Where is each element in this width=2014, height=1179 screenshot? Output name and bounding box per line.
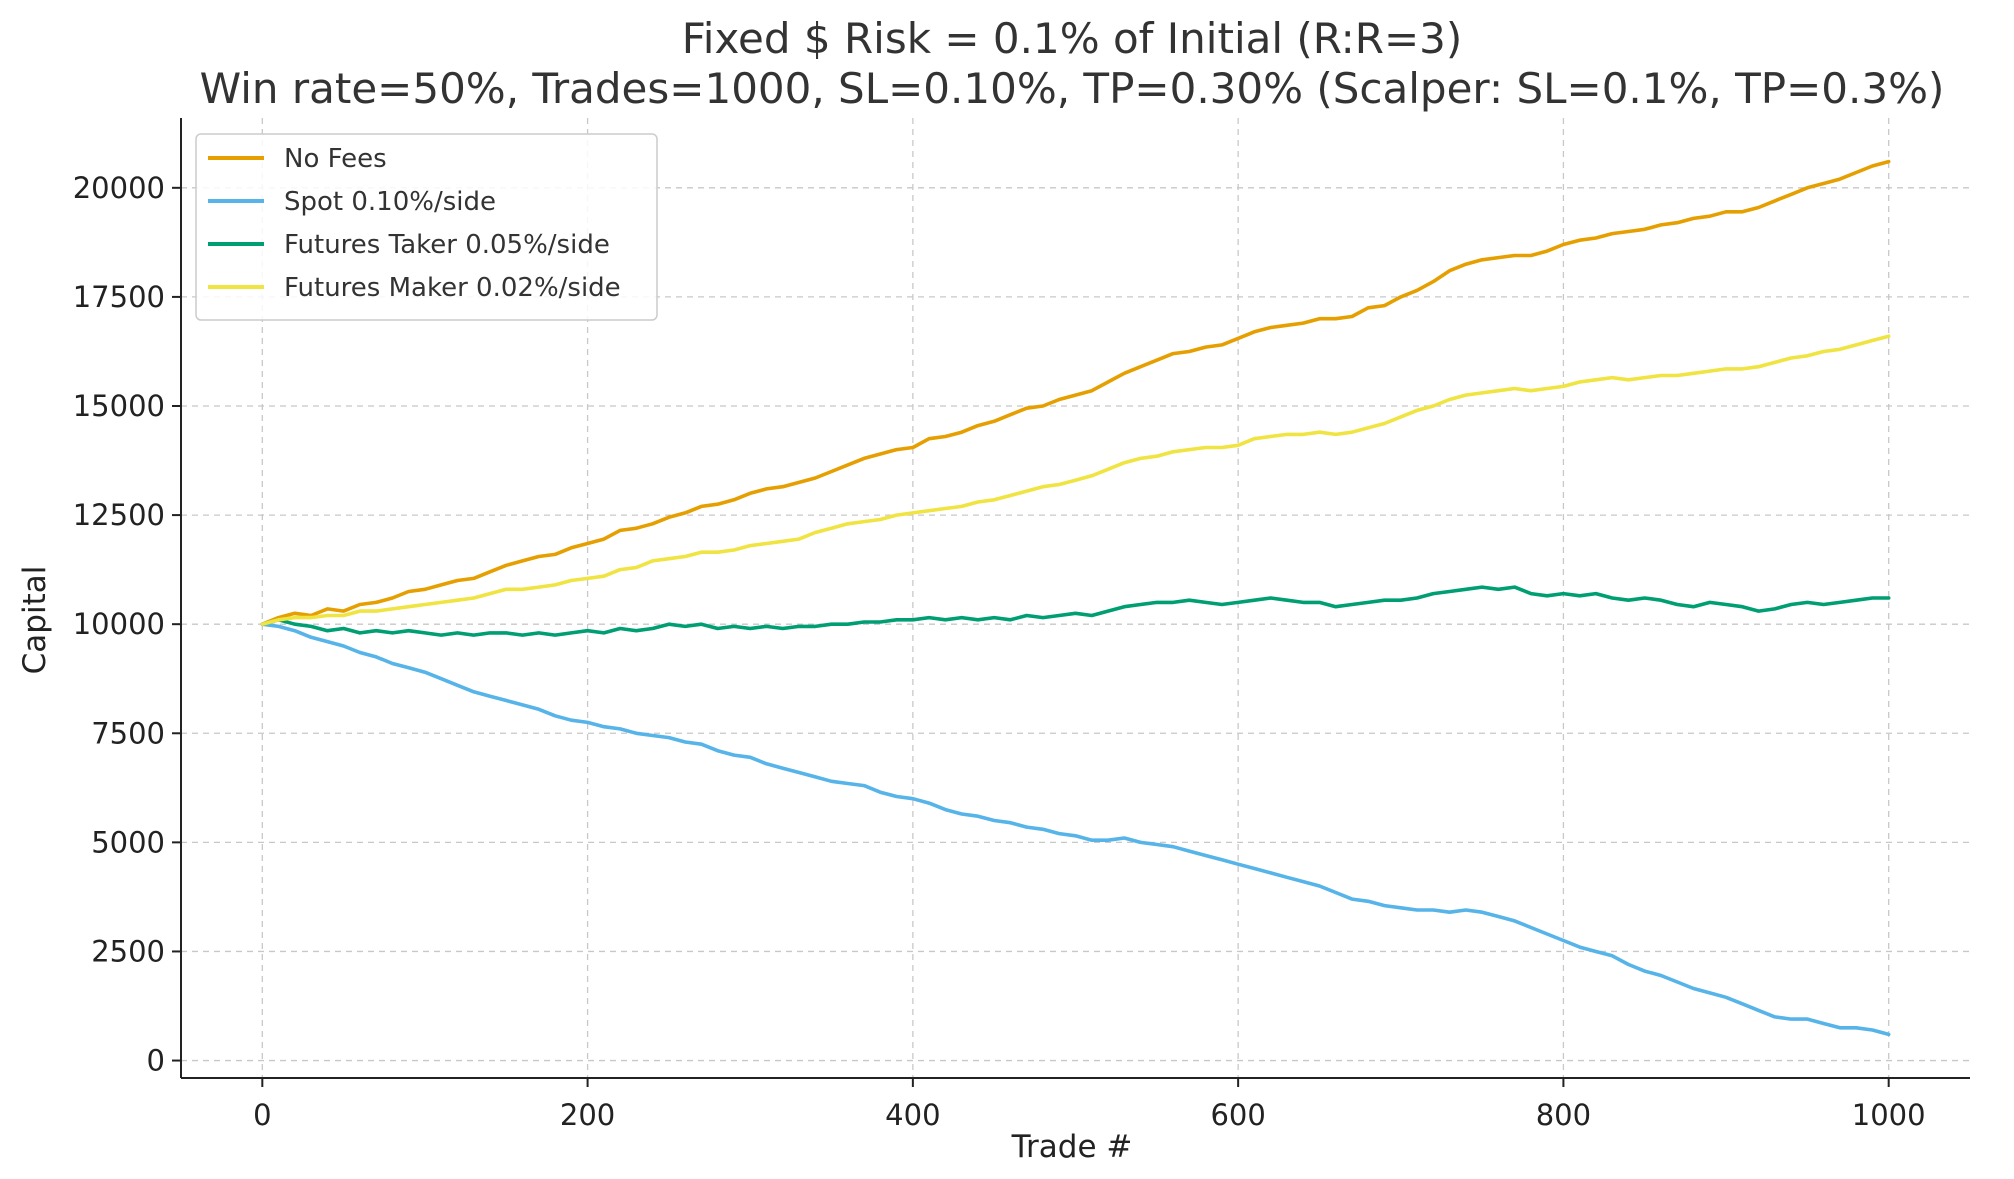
y-tick-label: 0 — [147, 1044, 165, 1078]
y-tick-label: 2500 — [91, 934, 165, 968]
x-tick-label: 600 — [1210, 1098, 1265, 1132]
legend: No Fees Spot 0.10%/side Futures Taker 0.05… — [195, 133, 658, 321]
x-tick-label: 800 — [1536, 1098, 1591, 1132]
x-tick-label: 400 — [885, 1098, 940, 1132]
legend-label: Spot 0.10%/side — [284, 187, 496, 217]
x-tick-label: 200 — [560, 1098, 615, 1132]
series-line-no-fees — [260, 159, 1891, 626]
y-tick-label: 10000 — [73, 607, 165, 641]
y-tick-label: 5000 — [91, 825, 165, 859]
y-tick-label: 17500 — [73, 280, 165, 314]
legend-label: No Fees — [284, 144, 387, 174]
x-tick-label: 0 — [253, 1098, 271, 1132]
axes — [180, 118, 1970, 1079]
x-tick-label: 1000 — [1852, 1098, 1926, 1132]
series-line-spot-0-10-side — [260, 622, 1891, 1037]
series-line-futures-taker-0-05-side — [260, 585, 1891, 637]
series-line-futures-maker-0-02-side — [260, 334, 1891, 626]
x-axis-label: Trade # — [1011, 1129, 1133, 1165]
legend-label: Futures Maker 0.02%/side — [284, 273, 621, 303]
series-layer — [260, 159, 1891, 1037]
y-tick-label: 15000 — [73, 389, 165, 423]
y-axis-label: Capital — [17, 566, 53, 675]
y-tick-label: 20000 — [73, 171, 165, 205]
y-tick-label: 7500 — [91, 716, 165, 750]
chart-title: Fixed $ Risk = 0.1% of Initial (R:R=3) — [682, 14, 1463, 63]
legend-label: Futures Taker 0.05%/side — [284, 230, 610, 260]
chart-subtitle: Win rate=50%, Trades=1000, SL=0.10%, TP=… — [200, 64, 1945, 113]
tick-labels: 0 200 400 600 800 100002500500075001000012500… — [73, 171, 1926, 1132]
y-tick-label: 12500 — [73, 498, 165, 532]
legend-box — [195, 133, 658, 321]
